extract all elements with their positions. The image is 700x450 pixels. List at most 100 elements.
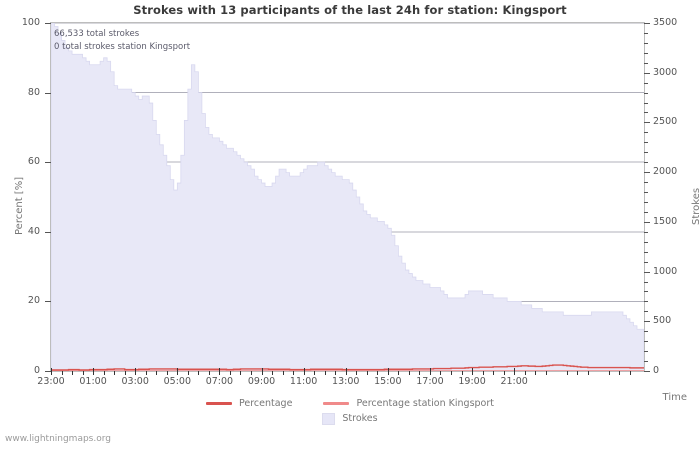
x-tick-mark-minor [188,371,189,375]
x-tick-0500: 05:00 [163,376,191,387]
y-tick-minor-right [644,152,648,153]
y-tick-mark-right [644,73,650,74]
y-tick-minor-right [644,262,648,263]
x-tick-mark-major [177,368,178,375]
x-tick-0100: 01:00 [79,376,107,387]
y-tick-left-80: 80 [27,86,40,98]
x-tick-mark-major [51,368,52,375]
x-tick-mark-minor [588,371,589,375]
x-tick-mark-minor [504,371,505,375]
x-tick-mark-minor [72,371,73,375]
y-tick-minor-right [644,301,648,302]
x-tick-mark-minor [272,371,273,375]
x-tick-mark-minor [198,371,199,375]
x-tick-mark-minor [251,371,252,375]
x-tick-1100: 11:00 [289,376,318,387]
x-tick-mark-minor [535,371,536,375]
y-tick-mark-left [45,23,51,24]
y-tick-minor-right [644,242,648,243]
x-tick-mark-major [430,368,431,375]
legend-item-percentage[interactable]: Percentage [205,396,292,411]
y-tick-minor-right [644,351,648,352]
y-tick-mark-left [45,371,51,372]
x-tick-mark-minor [230,371,231,375]
x-tick-mark-major [304,368,305,375]
x-tick-mark-minor [493,371,494,375]
legend-row-primary: Percentage Percentage station Kingsport [0,396,700,411]
y-tick-right-3500: 3500 [653,17,678,28]
y-tick-minor-right [644,331,648,332]
x-tick-mark-minor [240,371,241,375]
y-tick-minor-right [644,341,648,342]
y-tick-mark-right [644,172,650,173]
y-tick-left-60: 60 [27,156,40,168]
y-tick-left-20: 20 [27,295,40,307]
y-axis-left-label: Percent [%] [14,176,25,235]
y-tick-right-3000: 3000 [653,66,678,78]
y-tick-minor-right [644,212,648,213]
x-tick-mark-major [472,368,473,375]
x-tick-1900: 19:00 [458,376,486,387]
y-tick-minor-right [644,361,648,362]
x-tick-1500: 15:00 [374,376,402,387]
y-tick-minor-right [644,232,648,233]
x-tick-mark-minor [335,371,336,375]
x-tick-mark-minor [546,371,547,375]
x-axis-label: Time [662,392,687,403]
plot-area [50,22,645,372]
y-tick-minor-right [644,311,648,312]
x-tick-mark-minor [367,371,368,375]
y-tick-minor-right [644,291,648,292]
x-tick-mark-minor [325,371,326,375]
x-tick-mark-minor [104,371,105,375]
x-tick-mark-minor [525,371,526,375]
y-tick-mark-right [644,321,650,322]
y-tick-minor-right [644,43,648,44]
y-tick-minor-right [644,162,648,163]
legend-label-percentage-station: Percentage station Kingsport [356,398,494,409]
chart-legend: Percentage Percentage station Kingsport … [0,396,700,426]
plot-svg [50,22,645,372]
y-tick-mark-right [644,272,650,273]
x-tick-mark-minor [293,371,294,375]
x-tick-mark-minor [398,371,399,375]
y-tick-minor-right [644,103,648,104]
x-tick-1300: 13:00 [332,376,360,387]
x-tick-mark-minor [283,371,284,375]
x-tick-mark-minor [314,371,315,375]
legend-item-strokes[interactable]: Strokes [322,411,378,426]
x-tick-mark-minor [209,371,210,375]
x-tick-mark-major [135,368,136,375]
legend-swatch-strokes [322,412,336,425]
series-strokes-area [50,22,645,372]
x-tick-mark-minor [451,371,452,375]
y-tick-mark-right [644,122,650,123]
y-tick-minor-right [644,53,648,54]
x-tick-1700: 17:00 [416,376,444,387]
y-tick-minor-right [644,112,648,113]
x-tick-mark-minor [567,371,568,375]
y-tick-right-500: 500 [653,315,672,327]
y-tick-minor-right [644,142,648,143]
x-tick-mark-minor [409,371,410,375]
x-tick-mark-minor [609,371,610,375]
y-tick-minor-right [644,182,648,183]
y-tick-minor-right [644,132,648,133]
y-tick-right-2000: 2000 [653,166,678,178]
x-tick-mark-minor [577,371,578,375]
y-tick-minor-right [644,202,648,203]
series-percentage-line [51,364,644,371]
legend-item-percentage-station[interactable]: Percentage station Kingsport [323,396,494,411]
chart-title: Strokes with 13 participants of the last… [133,3,567,17]
y-tick-left-100: 100 [21,17,40,28]
y-tick-minor-right [644,252,648,253]
x-tick-mark-minor [156,371,157,375]
y-tick-minor-right [644,93,648,94]
x-tick-mark-major [346,368,347,375]
legend-row-secondary: Strokes [0,411,700,426]
y-tick-mark-right [644,371,650,372]
y-tick-mark-left [45,301,51,302]
y-tick-mark-left [45,162,51,163]
x-tick-0700: 07:00 [205,376,234,387]
